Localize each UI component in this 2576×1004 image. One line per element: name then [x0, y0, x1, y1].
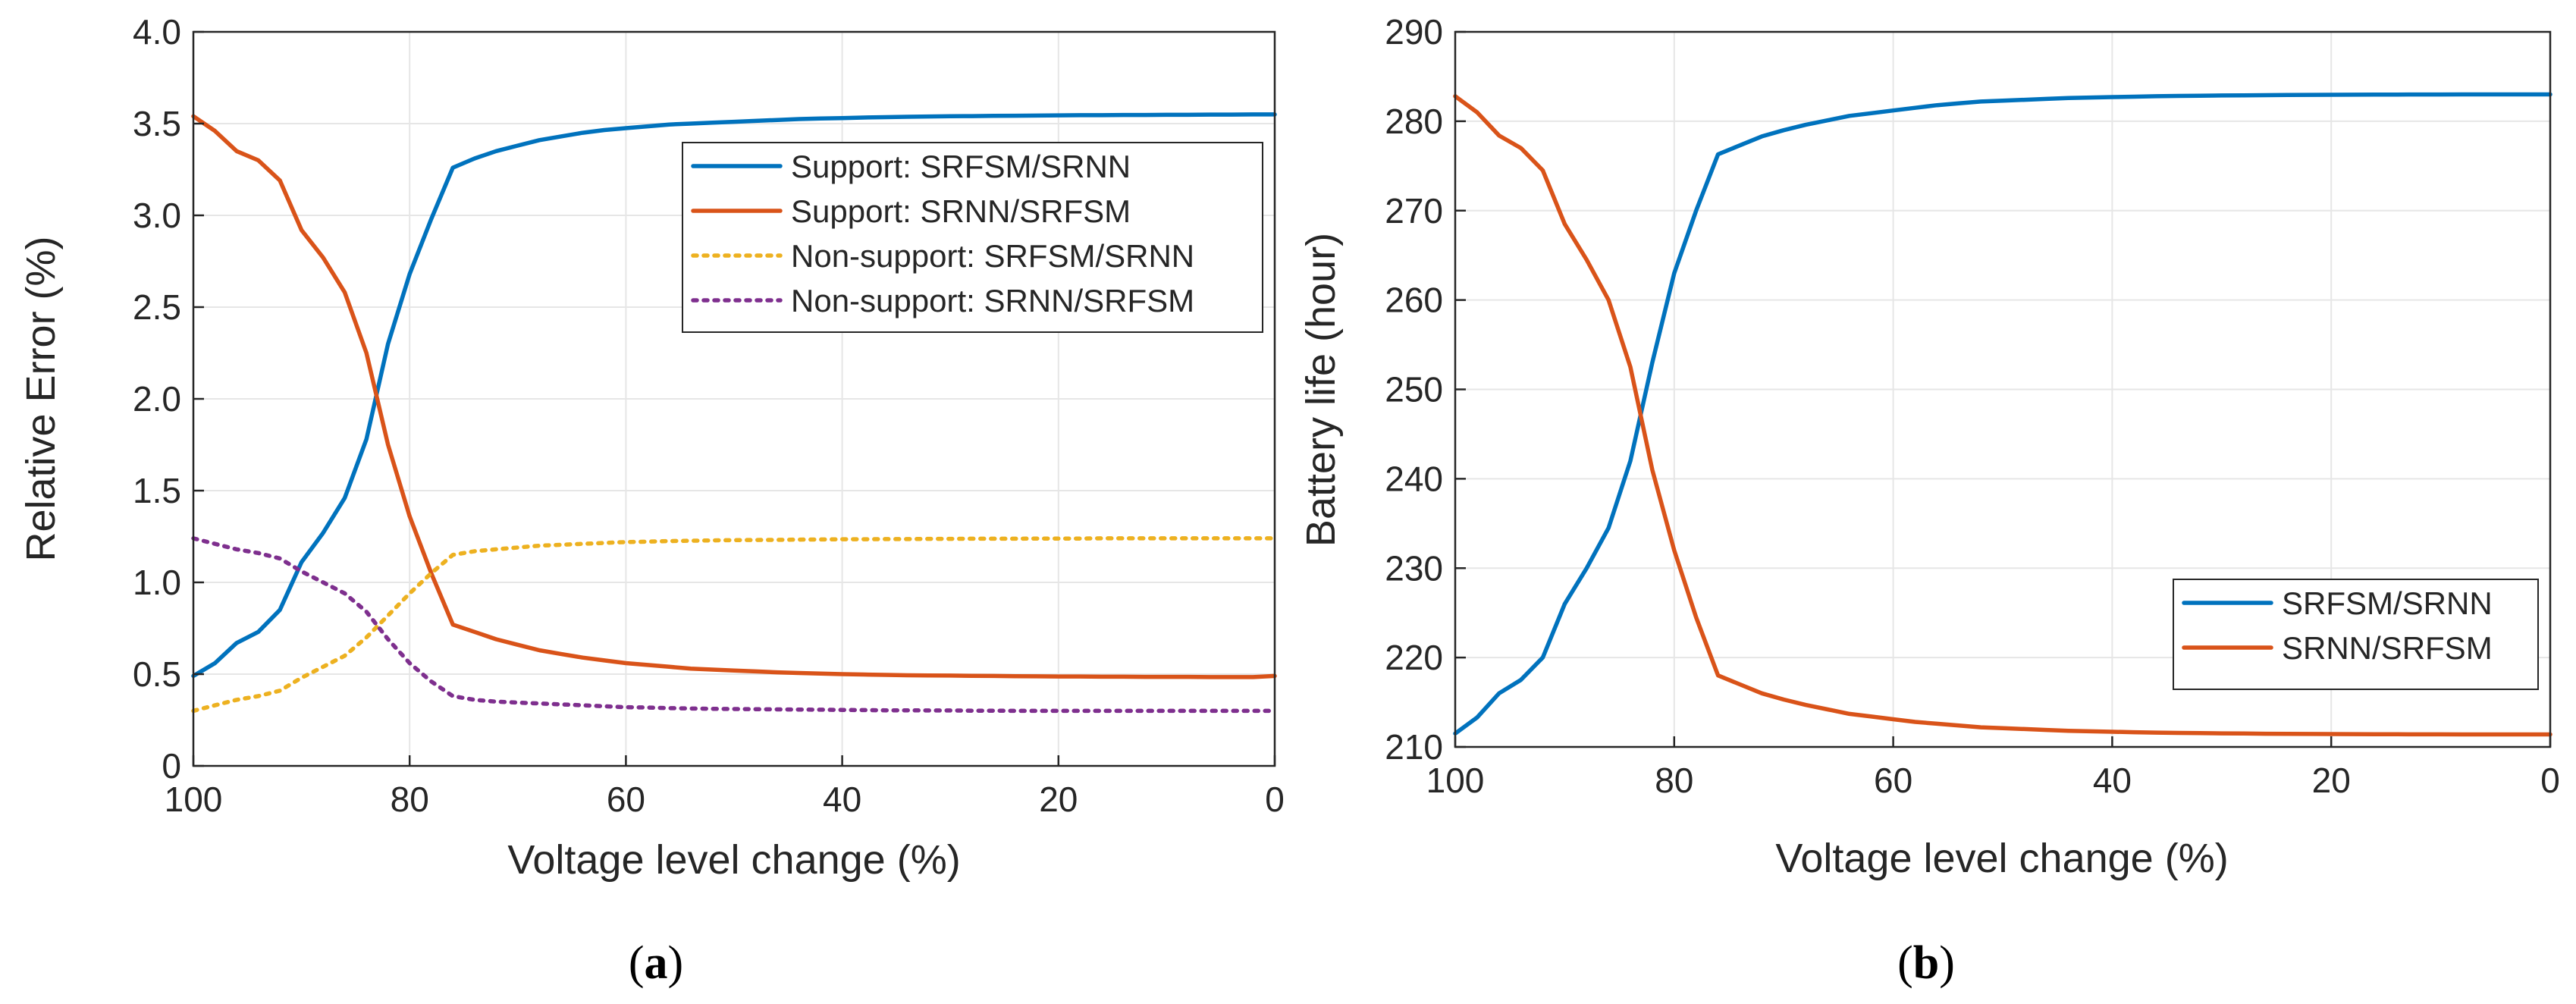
chart-a-caption-letter: a: [645, 937, 668, 989]
chart-b-series-line-1: [1453, 94, 2552, 737]
chart-b-ytick-label: 250: [1385, 370, 1443, 409]
chart-a-series-line-1: [191, 114, 1277, 679]
chart-a-ytick-label: 2.0: [133, 379, 181, 419]
chart-b-ytick-label: 270: [1385, 191, 1443, 231]
chart-b-ylabel: Battery life (hour): [1298, 233, 1344, 547]
chart-a-ticks: 100 80 60 40 20 0 0 0.5 1.0 1.5 2.0 2.5 3.0 3.5 4.0: [133, 12, 1285, 819]
chart-b-ytick-label: 210: [1385, 727, 1443, 767]
chart-a-ytick-label: 0: [162, 746, 181, 786]
chart-a-series-line-3: [191, 536, 1277, 714]
chart-a-legend-label-1: Support: SRNN/SRFSM: [791, 193, 1131, 229]
chart-b-xlabel: Voltage level change (%): [1775, 836, 2228, 881]
chart-a-xtick-label: 60: [607, 780, 645, 819]
chart-a-legend-label-0: Support: SRFSM/SRNN: [791, 149, 1131, 184]
chart-b: 100 80 60 40 20 0210220230240250260270280290 …: [1298, 12, 2560, 989]
chart-a-ytick-label: 3.0: [133, 196, 181, 235]
chart-a: 100 80 60 40 20 0 0 0.5 1.0 1.5 2.0 2.5 3.0 3.5 4.0 Vo…: [18, 12, 1285, 989]
chart-b-caption: (b): [1897, 937, 1955, 989]
chart-b-xtick-label: 80: [1655, 761, 1693, 800]
chart-a-ytick-label: 3.5: [133, 104, 181, 143]
chart-a-xtick-label: 0: [1265, 780, 1285, 819]
chart-b-ytick-label: 280: [1385, 102, 1443, 141]
chart-a-ytick-label: 2.5: [133, 287, 181, 327]
chart-b-xtick-label: 40: [2093, 761, 2132, 800]
chart-b-xtick-label: 0: [2540, 761, 2560, 800]
chart-a-xtick-label: 100: [165, 780, 223, 819]
chart-b-ytick-label: 260: [1385, 281, 1443, 320]
chart-a-xlabel: Voltage level change (%): [507, 837, 960, 883]
chart-b-series: [1453, 92, 2552, 737]
chart-b-xtick-label: 20: [2312, 761, 2351, 800]
chart-a-series-line-2: [191, 536, 1277, 714]
chart-a-xtick-label: 20: [1039, 780, 1078, 819]
chart-a-ylabel: Relative Error (%): [18, 236, 64, 561]
chart-b-legend-box: [2173, 579, 2539, 690]
chart-b-legend-label-0: SRFSM/SRNN: [2282, 585, 2493, 621]
chart-b-caption-letter: b: [1913, 937, 1939, 989]
chart-b-ytick-label: 290: [1385, 12, 1443, 52]
chart-a-legend-label-3: Non-support: SRNN/SRFSM: [791, 283, 1194, 318]
chart-b-xtick-label: 60: [1874, 761, 1912, 800]
chart-b-legend-label-1: SRNN/SRFSM: [2282, 630, 2493, 666]
chart-b-ytick-label: 220: [1385, 638, 1443, 677]
chart-a-legend: Support: SRFSM/SRNN Support: SRNN/SRFSM No…: [682, 142, 1263, 333]
chart-a-xtick-label: 40: [823, 780, 861, 819]
chart-a-caption: (a): [629, 937, 683, 989]
chart-a-ytick-label: 0.5: [133, 654, 181, 694]
chart-a-xtick-label: 80: [391, 780, 429, 819]
chart-b-ytick-label: 240: [1385, 459, 1443, 498]
chart-a-legend-label-2: Non-support: SRFSM/SRNN: [791, 238, 1194, 274]
chart-a-ytick-label: 1.0: [133, 563, 181, 602]
chart-b-series-line-0: [1453, 92, 2552, 736]
chart-b-ytick-label: 230: [1385, 548, 1443, 588]
chart-a-ytick-label: 4.0: [133, 12, 181, 52]
chart-a-series-line-0: [191, 112, 1277, 679]
chart-b-legend: SRFSM/SRNN SRNN/SRFSM: [2173, 579, 2539, 690]
chart-a-ytick-label: 1.5: [133, 471, 181, 510]
chart-a-series: [191, 112, 1277, 714]
chart-b-xtick-label: 100: [1426, 761, 1485, 800]
